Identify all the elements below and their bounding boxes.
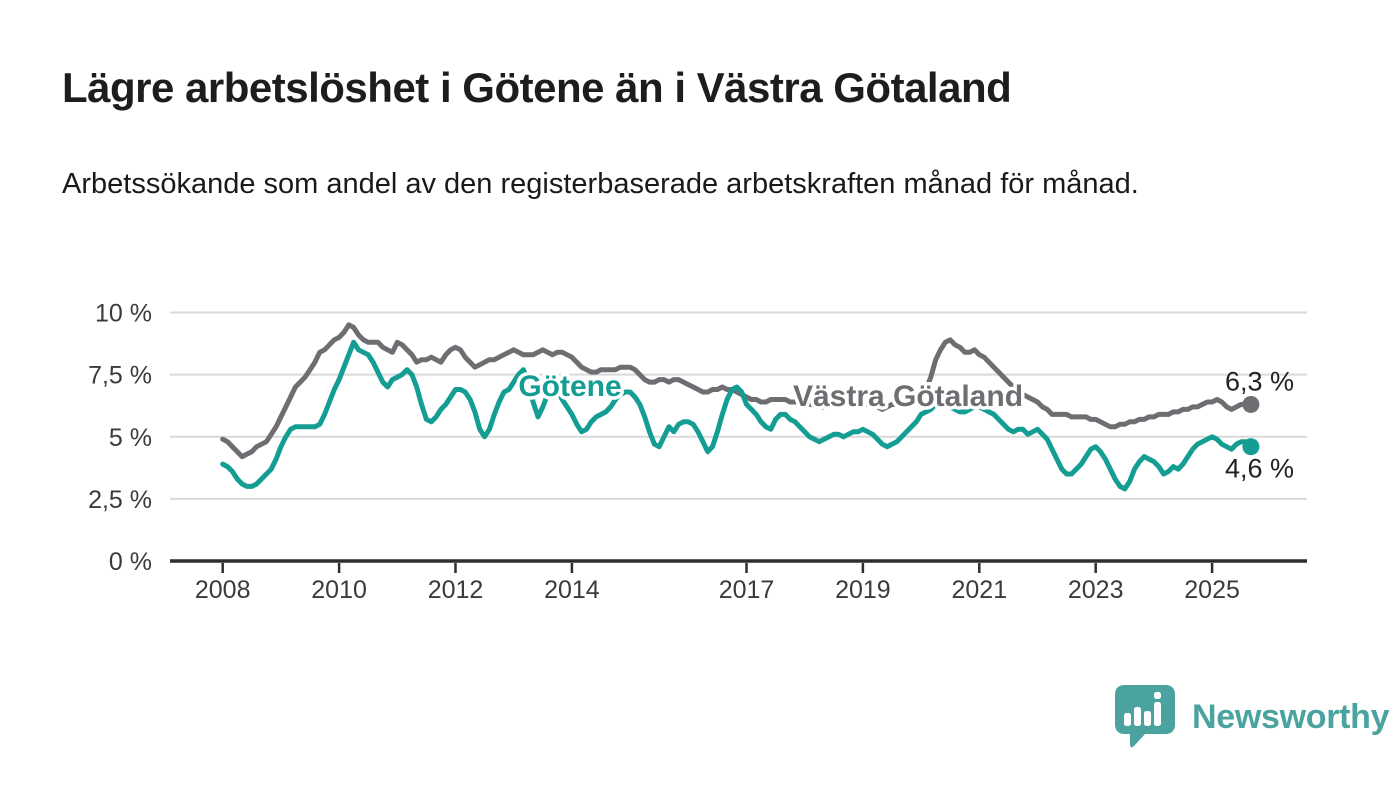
x-axis-tick-label: 2008 — [195, 576, 251, 604]
x-axis-tick-label: 2014 — [544, 576, 600, 604]
series-line-vastra-gotaland — [220, 322, 1254, 460]
y-axis-tick-label: 0 % — [109, 548, 152, 576]
page-title: Lägre arbetslöshet i Götene än i Västra … — [62, 64, 1012, 111]
end-value-label-vastra-gotaland: 6,3 % — [1225, 366, 1294, 396]
series-label-vastra-gotaland: Västra Götaland — [793, 380, 1023, 413]
y-axis-tick-label: 5 % — [109, 424, 152, 452]
x-axis-tick-label: 2012 — [428, 576, 484, 604]
bar-chart-speech-bubble-icon — [1115, 685, 1175, 748]
x-axis-tick-label: 2021 — [951, 576, 1007, 604]
end-point-dot-vastra-gotaland — [1242, 395, 1260, 413]
x-axis-tick-label: 2025 — [1184, 576, 1240, 604]
end-point-dot-gotene — [1242, 438, 1260, 456]
brand-name: Newsworthy — [1192, 697, 1390, 736]
bar-short — [1144, 711, 1151, 726]
series-line-gotene — [220, 339, 1254, 492]
exclamation-dot — [1154, 692, 1161, 699]
series-label-gotene: Götene — [518, 370, 621, 403]
bar-small — [1124, 713, 1131, 726]
y-axis-tick-label: 2,5 % — [88, 486, 152, 514]
x-axis-tick-label: 2023 — [1068, 576, 1124, 604]
bar-medium — [1134, 707, 1141, 726]
y-axis-tick-label: 7,5 % — [88, 362, 152, 390]
x-axis-tick-label: 2017 — [719, 576, 775, 604]
page-subtitle: Arbetssökande som andel av den registerb… — [62, 168, 1139, 200]
y-axis-tick-label: 10 % — [95, 300, 152, 328]
newsworthy-logo: Newsworthy — [1112, 684, 1390, 750]
x-axis-tick-label: 2010 — [311, 576, 367, 604]
exclamation-bar — [1154, 702, 1161, 726]
x-axis-tick-label: 2019 — [835, 576, 891, 604]
end-value-label-gotene: 4,6 % — [1225, 454, 1294, 484]
